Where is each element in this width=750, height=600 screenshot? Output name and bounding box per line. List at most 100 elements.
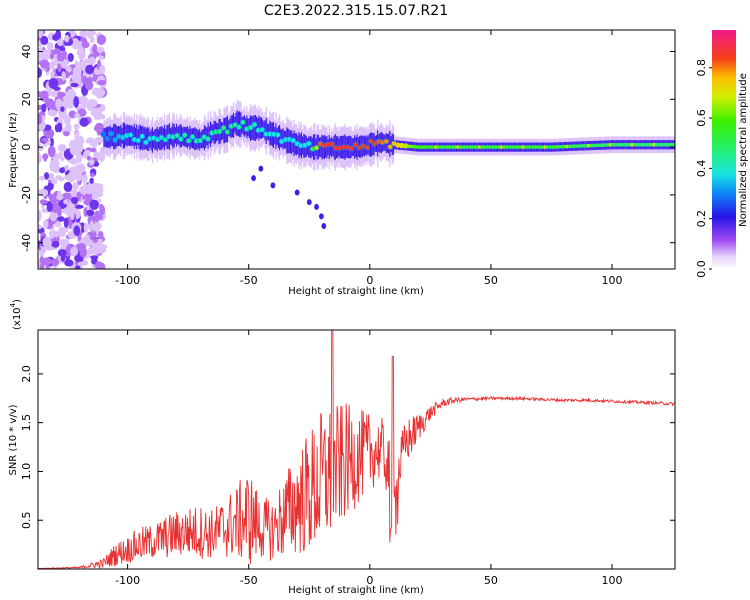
ridge-band	[331, 136, 333, 158]
noise-blob	[68, 110, 77, 119]
noise-blob	[67, 53, 74, 62]
ridge-band	[237, 111, 240, 136]
noise-blob	[81, 41, 90, 49]
noise-blob	[74, 60, 79, 67]
noise-blob	[78, 48, 86, 61]
noise-blob	[75, 152, 83, 164]
noise-blob	[91, 194, 99, 199]
noise-blob	[70, 176, 75, 182]
spectrogram-x-tick-label: 100	[602, 274, 623, 287]
noise-blob	[73, 123, 80, 130]
noise-blob	[79, 30, 88, 37]
noise-blob	[86, 209, 95, 217]
ridge-point	[364, 144, 370, 151]
noise-blob	[50, 70, 56, 77]
noise-blob	[57, 91, 66, 98]
svg-text:(x104): (x104)	[9, 299, 23, 330]
ridge-point	[240, 119, 246, 126]
ridge-band	[114, 123, 116, 150]
tail-blob	[294, 189, 300, 196]
spectrogram-frame	[37, 29, 676, 270]
noise-blob	[74, 253, 82, 263]
ridge-band	[306, 138, 309, 155]
noise-blob	[63, 217, 69, 228]
ridge-band	[390, 136, 392, 152]
ridge-point	[127, 131, 134, 138]
snr-frame	[37, 329, 676, 570]
noise-blob	[38, 209, 42, 222]
colorbar-gradient	[712, 30, 736, 269]
ridge-band	[208, 126, 211, 144]
noise-blob	[66, 88, 76, 101]
colorbar-ticks: 0.0 0.2 0.4 0.6 0.8	[695, 59, 712, 278]
ridge-point	[236, 124, 242, 130]
noise-blob	[39, 59, 50, 69]
ridge-band	[389, 130, 391, 157]
noise-blob	[71, 71, 82, 84]
snr-x-tick-label: -100	[115, 574, 140, 587]
noise-blob	[63, 130, 70, 137]
noise-blob	[41, 103, 47, 113]
ridge-point	[403, 143, 409, 149]
tail-blob	[318, 213, 324, 220]
figure-title: C2E3.2022.315.15.07.R21	[264, 3, 448, 19]
noise-blob	[94, 261, 104, 269]
noise-blob	[40, 35, 49, 45]
ridge-band	[320, 137, 322, 158]
ridge-point	[178, 136, 184, 142]
ridge-point	[205, 136, 211, 142]
noise-blob	[51, 258, 60, 267]
ridge-band	[241, 117, 243, 134]
noise-blob	[84, 77, 94, 82]
noise-blob	[49, 137, 54, 148]
noise-blob	[97, 79, 107, 86]
snr-y-multiplier: (x104)	[9, 299, 23, 330]
snr-x-tick-label: -50	[240, 574, 258, 587]
noise-blob	[42, 236, 52, 249]
colorbar-tick-label: 0.0	[695, 260, 708, 278]
noise-blob	[84, 184, 94, 195]
ridge-point	[112, 137, 118, 143]
snr-panel: -100 -50 0 50 100 0.5 1.0 1.5 2.0 Height of str…	[8, 299, 676, 596]
noise-blob	[89, 100, 98, 108]
colorbar-tick-label: 0.2	[695, 210, 708, 228]
noise-blob	[93, 161, 100, 167]
tail-blob	[251, 175, 256, 182]
noise-blob	[51, 240, 60, 248]
noise-blob	[70, 196, 79, 204]
colorbar: 0.0 0.2 0.4 0.6 0.8 Normalized spectral ampl…	[695, 30, 749, 278]
ridge-band	[371, 132, 373, 157]
noise-blob	[64, 259, 74, 267]
ridge-band	[138, 125, 140, 149]
noise-blob	[56, 122, 63, 133]
ridge-point	[251, 121, 258, 128]
snr-y-axis-label: SNR (10 * v/v)	[8, 404, 19, 475]
noise-blob	[57, 63, 62, 73]
noise-blob	[57, 249, 67, 257]
noise-blob	[39, 199, 49, 204]
ridge-band	[226, 115, 229, 142]
ridge-point	[348, 145, 355, 152]
noise-blob	[38, 224, 43, 230]
noise-blob	[70, 246, 79, 257]
ridge-point	[313, 144, 320, 151]
ridge-band	[368, 134, 370, 156]
noise-blob	[85, 64, 95, 75]
spectrogram-y-tick-label: -20	[20, 186, 33, 204]
noise-blob	[67, 66, 72, 73]
ridge-point	[395, 142, 401, 148]
tail-blob	[321, 222, 327, 229]
noise-blob	[94, 111, 103, 120]
ridge-band	[326, 135, 328, 159]
ridge-band	[255, 116, 258, 140]
ridge-band	[369, 132, 372, 157]
noise-blob	[47, 109, 58, 117]
ridge-point	[104, 135, 111, 142]
spectrogram-y-tick-label: 20	[20, 92, 33, 106]
spectrogram-y-axis-label: Frequency (Hz)	[8, 112, 19, 188]
noise-blob	[74, 204, 84, 209]
ridge-point	[139, 133, 146, 140]
noise-blob	[39, 249, 45, 257]
noise-blob	[61, 71, 66, 82]
ridge-band	[134, 127, 137, 146]
